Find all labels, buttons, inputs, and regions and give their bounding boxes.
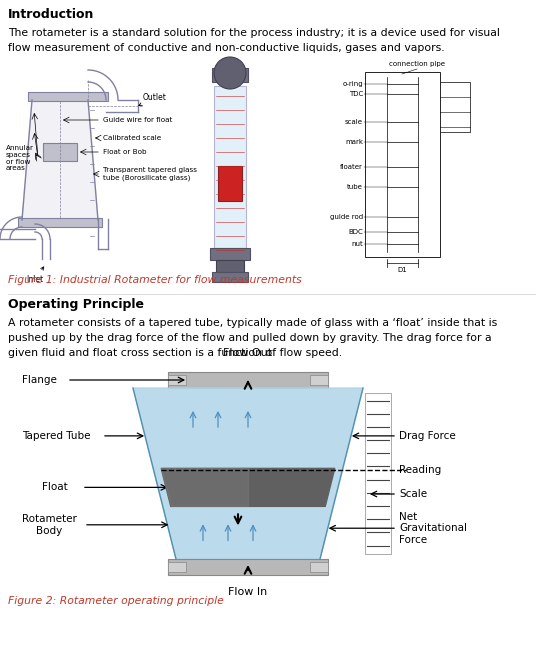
Text: scale: scale <box>345 119 363 125</box>
Bar <box>18 218 102 227</box>
Bar <box>168 375 186 385</box>
Text: guide rod: guide rod <box>330 214 363 220</box>
Bar <box>440 82 470 132</box>
Bar <box>310 562 328 572</box>
Bar <box>43 143 77 161</box>
Text: Drag Force: Drag Force <box>399 431 456 441</box>
Text: Guide wire for float: Guide wire for float <box>103 117 172 123</box>
Text: mark: mark <box>345 139 363 145</box>
Text: Float or Bob: Float or Bob <box>103 149 147 155</box>
Text: D1: D1 <box>397 267 407 273</box>
Text: nut: nut <box>351 241 363 247</box>
Text: o-ring: o-ring <box>343 81 363 87</box>
Text: Calibrated scale: Calibrated scale <box>103 135 161 141</box>
Text: Introduction: Introduction <box>8 8 94 21</box>
Text: Scale: Scale <box>399 489 427 499</box>
Bar <box>212 68 248 82</box>
Text: floater: floater <box>340 164 363 170</box>
Polygon shape <box>133 388 363 559</box>
Circle shape <box>214 57 246 89</box>
Text: Inlet: Inlet <box>26 267 44 284</box>
Text: Figure 1: Industrial Rotameter for flow measurements: Figure 1: Industrial Rotameter for flow … <box>8 275 302 285</box>
Text: flow measurement of conductive and non-conductive liquids, gases and vapors.: flow measurement of conductive and non-c… <box>8 43 445 53</box>
Text: Tapered Tube: Tapered Tube <box>22 431 91 441</box>
Text: The rotameter is a standard solution for the process industry; it is a device us: The rotameter is a standard solution for… <box>8 28 500 38</box>
Bar <box>310 375 328 385</box>
Bar <box>28 92 108 101</box>
Text: Outlet: Outlet <box>139 94 167 106</box>
Text: Flange: Flange <box>22 375 57 385</box>
Polygon shape <box>161 468 335 507</box>
Bar <box>216 260 244 272</box>
Text: tube: tube <box>347 184 363 190</box>
Text: Operating Principle: Operating Principle <box>8 298 144 311</box>
Polygon shape <box>22 100 98 220</box>
Text: given fluid and float cross section is a function of flow speed.: given fluid and float cross section is a… <box>8 348 342 358</box>
Bar <box>168 372 328 388</box>
Text: Transparent tapered glass
tube (Borosilicate glass): Transparent tapered glass tube (Borosili… <box>103 167 197 181</box>
Text: Flow In: Flow In <box>229 587 268 597</box>
Bar <box>168 559 328 575</box>
Text: Figure 2: Rotameter operating principle: Figure 2: Rotameter operating principle <box>8 596 224 606</box>
Bar <box>218 166 242 201</box>
Bar <box>365 393 391 554</box>
Text: Rotameter
Body: Rotameter Body <box>22 514 77 536</box>
Text: Flow Out: Flow Out <box>223 348 273 358</box>
Bar <box>212 272 248 282</box>
Polygon shape <box>161 468 248 507</box>
Bar <box>210 248 250 260</box>
Text: Annular
spaces
or flow
areas: Annular spaces or flow areas <box>6 145 34 171</box>
Bar <box>168 562 186 572</box>
Text: Reading: Reading <box>399 465 441 475</box>
Text: TDC: TDC <box>349 91 363 97</box>
Text: A rotameter consists of a tapered tube, typically made of glass with a ‘float’ i: A rotameter consists of a tapered tube, … <box>8 318 497 328</box>
Text: connection pipe: connection pipe <box>389 61 445 67</box>
Text: pushed up by the drag force of the flow and pulled down by gravity. The drag for: pushed up by the drag force of the flow … <box>8 333 491 343</box>
Text: Net
Gravitational
Force: Net Gravitational Force <box>399 512 467 545</box>
Text: BDC: BDC <box>348 229 363 235</box>
Bar <box>365 72 440 257</box>
Bar <box>214 86 246 248</box>
Text: Float: Float <box>42 482 68 493</box>
